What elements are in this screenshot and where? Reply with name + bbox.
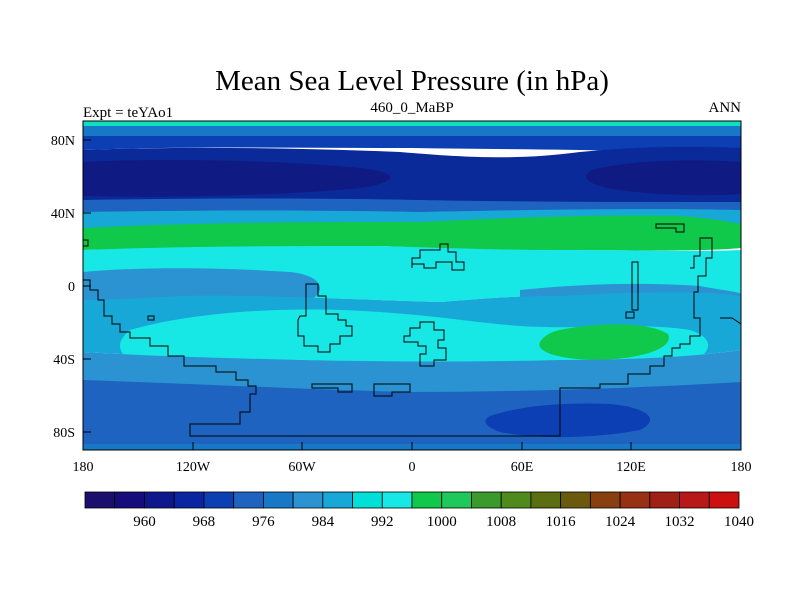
band-984	[83, 136, 741, 158]
subtropical-high-north	[83, 215, 741, 251]
chart-title: Mean Sea Level Pressure (in hPa)	[215, 65, 609, 97]
colorbar-box	[352, 491, 383, 509]
colorbar-box	[292, 491, 324, 509]
islet-east	[625, 311, 635, 319]
west-edge-coast	[83, 239, 89, 247]
colorbar-box	[381, 491, 413, 509]
colorbar-box	[144, 491, 175, 509]
islet-far-east	[720, 317, 741, 325]
colorbar-label: 1016	[546, 514, 577, 530]
y-label-0: 0	[68, 280, 75, 295]
islet-west	[147, 315, 155, 321]
x-label-120e: 120E	[616, 460, 646, 475]
colorbar-label: 960	[133, 514, 156, 530]
colorbar-label: 1040	[724, 514, 754, 530]
colorbar-label: 1000	[427, 514, 457, 530]
continent-north-central	[411, 243, 465, 271]
colorbar-box	[649, 491, 680, 509]
island-west	[297, 283, 353, 353]
colorbar-box	[84, 491, 116, 509]
x-label-60e: 60E	[511, 460, 534, 475]
colorbar-labels: 960 968 976 984 992 1000 1008 1016 1024 1032 1040	[133, 514, 754, 530]
gondwana-coast	[83, 237, 713, 437]
y-label-40n: 40N	[51, 207, 75, 222]
colorbar-box	[114, 491, 145, 509]
islet-northeast	[655, 223, 685, 233]
deep-low-west	[83, 160, 390, 197]
time-label: 460_0_MaBP	[370, 100, 453, 116]
deep-low-east	[586, 160, 741, 196]
coastlines	[83, 223, 741, 437]
colorbar-box	[619, 491, 651, 509]
colorbar-label: 1024	[605, 514, 636, 530]
x-axis-labels: 180 120W 60W 0 60E 120E 180	[73, 460, 752, 475]
colorbar-box	[589, 491, 621, 509]
season-label: ANN	[709, 100, 742, 116]
island-central	[403, 321, 447, 367]
colorbar-box	[441, 491, 472, 509]
experiment-label: Expt = teYAo1	[83, 105, 173, 121]
y-label-40s: 40S	[53, 353, 75, 368]
islet-a	[311, 383, 353, 393]
colorbar-label: 984	[312, 514, 335, 530]
x-label-180w: 180	[73, 460, 94, 475]
colorbar-label: 1032	[665, 514, 695, 530]
band-1000-1004	[83, 121, 741, 127]
y-label-80s: 80S	[53, 426, 75, 441]
colorbar-label: 1008	[486, 514, 516, 530]
southern-high-core	[539, 324, 669, 360]
colorbar-box	[560, 491, 591, 509]
colorbar-box	[411, 491, 443, 509]
colorbar-label: 968	[193, 514, 216, 530]
pressure-field	[83, 121, 741, 450]
colorbar-box	[679, 491, 710, 509]
x-label-120w: 120W	[176, 460, 211, 475]
axis-ticks	[82, 139, 742, 450]
x-label-0: 0	[409, 460, 416, 475]
colorbar-box	[530, 491, 562, 509]
colorbar-box	[262, 491, 294, 509]
colorbar-label: 976	[252, 514, 275, 530]
colorbar-box	[233, 491, 264, 509]
island-east-strip	[631, 261, 639, 311]
colorbar-box	[203, 491, 235, 509]
colorbar-box	[173, 491, 205, 509]
x-label-60w: 60W	[288, 460, 316, 475]
y-axis-labels: 80N 40N 0 40S 80S	[51, 134, 75, 441]
colorbar-box	[471, 491, 502, 509]
colorbar	[84, 491, 740, 509]
colorbar-label: 992	[371, 514, 394, 530]
colorbar-box	[708, 491, 740, 509]
x-label-180e: 180	[731, 460, 752, 475]
y-label-80n: 80N	[51, 134, 75, 149]
antarctic-low	[485, 403, 650, 438]
colorbar-box	[322, 491, 353, 509]
islet-b	[373, 383, 411, 397]
colorbar-box	[500, 491, 532, 509]
